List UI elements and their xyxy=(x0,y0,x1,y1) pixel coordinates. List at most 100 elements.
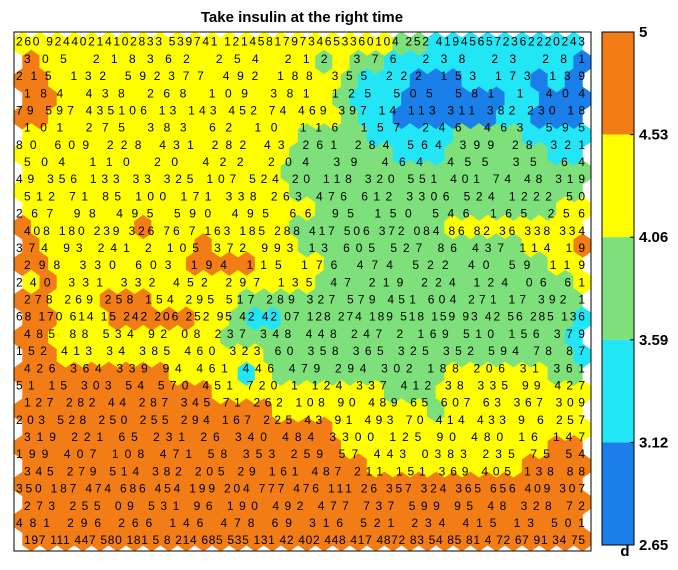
hex-cell xyxy=(220,32,239,57)
hex-cell xyxy=(487,49,506,75)
hex-cell xyxy=(487,123,506,149)
hex-cell xyxy=(91,233,110,259)
hex-cell xyxy=(142,343,161,369)
hex-cell xyxy=(409,361,428,387)
hex-cell xyxy=(444,361,463,387)
hex-cell xyxy=(513,288,532,314)
hex-cell xyxy=(237,508,256,534)
hex-cell xyxy=(134,251,153,277)
hex-cell xyxy=(289,32,308,57)
hex-cell xyxy=(160,159,178,185)
hex-cell xyxy=(375,178,394,204)
hex-cell xyxy=(22,86,41,112)
hex-cell xyxy=(349,489,368,515)
hex-cell xyxy=(185,361,204,387)
hex-cell xyxy=(91,123,110,149)
hex-cell xyxy=(30,434,49,460)
hex-cell xyxy=(539,416,557,442)
hex-cell xyxy=(513,214,532,240)
hex-cell xyxy=(194,159,213,185)
hex-cell xyxy=(125,233,144,259)
hex-cell xyxy=(461,32,480,57)
hex-cell xyxy=(461,434,480,460)
hex-cell xyxy=(323,361,342,387)
hex-cell xyxy=(375,471,394,497)
hex-cell xyxy=(30,178,49,204)
hex-cell xyxy=(384,453,402,479)
hex-cell xyxy=(185,178,204,204)
hex-cell xyxy=(573,159,591,185)
hex-cell xyxy=(194,526,213,551)
hex-cell xyxy=(297,379,316,405)
hex-cell xyxy=(177,343,196,369)
hex-cell xyxy=(108,269,127,295)
hex-cell xyxy=(272,471,290,497)
hex-cell xyxy=(203,214,221,240)
hex-cell xyxy=(237,214,256,240)
hex-cell xyxy=(211,49,230,75)
hex-cell xyxy=(177,159,196,185)
hex-cell xyxy=(211,379,230,405)
hex-cell xyxy=(349,159,368,185)
hex-cell xyxy=(185,288,204,314)
hex-cell xyxy=(194,123,213,149)
hex-cell xyxy=(521,49,540,75)
hex-cell xyxy=(22,379,41,405)
hex-cell xyxy=(134,32,153,57)
hex-cell xyxy=(56,49,75,75)
hex-cell xyxy=(547,141,566,167)
hex-cell xyxy=(495,288,514,314)
hex-cell xyxy=(392,251,411,277)
hex-cell xyxy=(470,416,488,442)
hex-cell xyxy=(470,233,488,259)
hex-cell xyxy=(470,159,488,185)
hex-cell xyxy=(366,233,385,259)
hex-cell xyxy=(323,178,342,204)
hex-cell xyxy=(99,288,118,314)
hex-cell xyxy=(547,288,566,314)
hex-cell xyxy=(91,49,110,75)
hex-cell xyxy=(375,68,394,94)
hex-cell xyxy=(56,233,75,259)
hex-cell xyxy=(203,68,221,94)
hex-cell xyxy=(254,361,273,387)
hex-cell xyxy=(263,159,282,185)
hex-cell xyxy=(504,453,523,479)
hex-cell xyxy=(160,86,178,112)
hex-cell xyxy=(194,489,213,515)
hex-cell xyxy=(289,324,308,350)
hex-label-row: 485 88 534 92 08 237 348 448 247 2 169 5… xyxy=(24,327,585,341)
hex-cell xyxy=(254,251,273,277)
hex-cell xyxy=(73,86,92,112)
hex-cell xyxy=(14,104,32,130)
hex-cell xyxy=(117,178,135,204)
hex-cell xyxy=(39,49,58,75)
hex-cell xyxy=(358,288,376,314)
hex-cell xyxy=(203,471,221,497)
hex-cell xyxy=(203,434,221,460)
hex-cell xyxy=(392,398,411,424)
hex-cell xyxy=(530,508,549,534)
hex-cell xyxy=(48,324,66,350)
hex-cell xyxy=(211,123,230,149)
hex-cell xyxy=(108,453,127,479)
hex-cell xyxy=(194,306,213,332)
hex-cell xyxy=(513,141,532,167)
hex-cell xyxy=(539,343,557,369)
hex-cell xyxy=(99,141,118,167)
hex-cell xyxy=(340,141,359,167)
hex-cell xyxy=(254,178,273,204)
hex-cell xyxy=(177,233,196,259)
hex-cell xyxy=(521,86,540,112)
hex-cell xyxy=(418,196,437,222)
hex-cell xyxy=(513,434,532,460)
hex-cell xyxy=(125,379,144,405)
hex-cell xyxy=(14,361,32,387)
hex-cell xyxy=(409,214,428,240)
hex-cell xyxy=(495,104,514,130)
hex-cell xyxy=(237,471,256,497)
hex-cell xyxy=(211,196,230,222)
hex-cell xyxy=(478,141,497,167)
hex-cell xyxy=(409,288,428,314)
hex-cell xyxy=(168,32,187,57)
